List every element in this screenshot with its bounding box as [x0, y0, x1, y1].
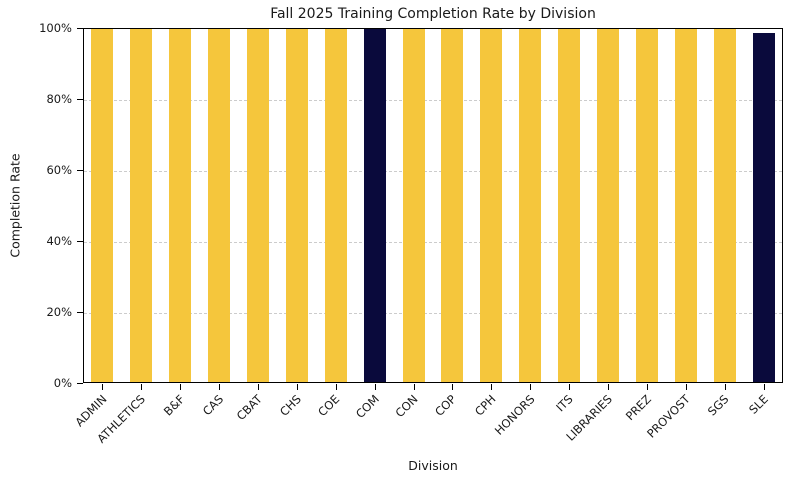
y-tick-mark — [77, 383, 83, 384]
x-tick-mark — [335, 384, 337, 390]
x-axis-label: Division — [408, 458, 458, 473]
x-tick-label: CBAT — [233, 392, 265, 424]
x-tick-label: SLE — [745, 392, 771, 417]
x-tick-mark — [180, 384, 182, 390]
x-tick-mark — [219, 384, 221, 390]
bar-cph — [480, 29, 503, 382]
x-tick-mark — [569, 384, 571, 390]
y-tick-label: 20% — [46, 305, 72, 319]
x-tick-mark — [452, 384, 454, 390]
x-tick-mark — [258, 384, 259, 390]
y-tick-label: 40% — [46, 234, 72, 248]
x-tick-label: CAS — [199, 392, 227, 419]
bar-prez — [635, 29, 658, 382]
x-tick-label: SGS — [705, 392, 732, 419]
chart-title: Fall 2025 Training Completion Rate by Di… — [270, 6, 596, 22]
bar-cop — [441, 29, 464, 382]
gridline — [84, 313, 782, 314]
x-tick-mark — [296, 384, 298, 390]
bar-cbat — [247, 29, 269, 382]
x-tick-label: ADMIN — [72, 392, 110, 430]
x-tick-label: COE — [315, 392, 343, 420]
gridline — [84, 100, 782, 101]
bar-libraries — [597, 29, 619, 382]
x-tick-mark — [530, 384, 532, 390]
plot-area — [83, 28, 783, 383]
x-tick-label: HONORS — [491, 392, 538, 438]
y-tick-mark — [77, 241, 83, 242]
bar-cas — [208, 29, 231, 382]
bar-admin — [91, 29, 114, 382]
x-tick-label: PREZ — [622, 392, 654, 424]
x-tick-mark — [413, 384, 415, 390]
y-tick-label: 0% — [53, 376, 72, 390]
x-tick-mark — [763, 384, 765, 390]
x-tick-label: CHS — [276, 392, 304, 419]
x-tick-mark — [608, 384, 609, 390]
x-tick-label: ITS — [553, 392, 577, 415]
x-tick-mark — [491, 384, 493, 390]
x-tick-mark — [724, 384, 726, 390]
y-tick-mark — [77, 99, 83, 100]
x-tick-label: COM — [352, 392, 382, 422]
y-tick-label: 60% — [46, 163, 72, 177]
x-tick-mark — [102, 384, 104, 390]
x-tick-label: COP — [432, 392, 460, 419]
x-tick-mark — [646, 384, 648, 390]
x-tick-mark — [685, 384, 687, 390]
bar-b-f — [169, 29, 192, 382]
gridline — [84, 171, 782, 172]
bar-sle — [752, 32, 775, 382]
bar-coe — [324, 29, 347, 382]
bar-com — [363, 29, 386, 382]
x-tick-label: B&F — [160, 392, 188, 419]
x-tick-label: CON — [392, 392, 421, 421]
bar-athletics — [130, 29, 153, 382]
bar-provost — [674, 29, 697, 382]
gridline — [84, 242, 782, 243]
bar-its — [558, 29, 581, 382]
x-tick-label: CPH — [471, 392, 499, 419]
bar-sgs — [713, 29, 736, 382]
x-tick-mark — [374, 384, 376, 390]
x-tick-mark — [141, 384, 143, 390]
y-tick-mark — [77, 28, 83, 29]
bar-honors — [519, 29, 542, 382]
y-tick-label: 100% — [39, 21, 72, 35]
bar-chs — [285, 29, 308, 382]
y-axis-label-wrap: Completion Rate — [0, 28, 30, 383]
y-tick-mark — [77, 312, 83, 313]
bar-con — [402, 29, 425, 382]
y-tick-label: 80% — [46, 92, 72, 106]
y-tick-mark — [77, 170, 83, 171]
